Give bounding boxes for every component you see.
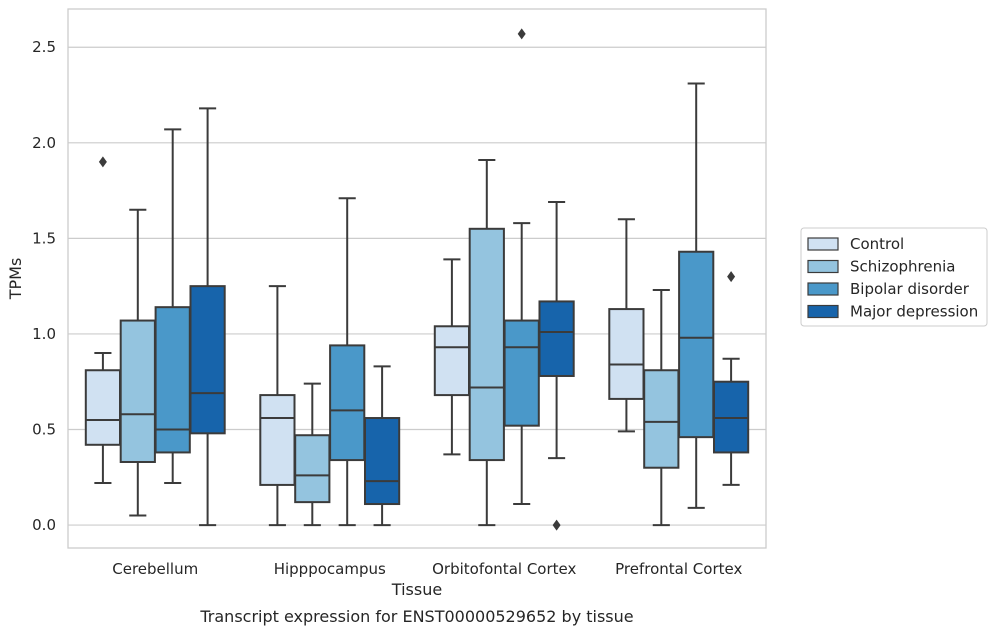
box-iqr <box>468 227 505 462</box>
legend-swatch <box>807 282 839 296</box>
box-major-depression-3 <box>712 271 750 486</box>
y-tick-label: 0.5 <box>32 420 56 438</box>
legend-swatch <box>807 237 839 251</box>
legend-swatch <box>807 259 839 274</box>
box-control-3 <box>608 218 645 433</box>
box-iqr <box>84 369 122 446</box>
y-tick-label: 1.5 <box>32 229 56 247</box>
box-major-depression-1 <box>363 365 401 527</box>
box-schizophrenia-0 <box>119 208 156 517</box>
box-iqr <box>503 319 540 427</box>
box-bipolar-disorder-1 <box>329 197 366 527</box>
box-iqr <box>608 308 645 400</box>
box-iqr <box>259 394 296 486</box>
legend-label: Schizophrenia <box>850 258 955 276</box>
box-iqr <box>433 325 471 397</box>
legend-label: Major depression <box>850 303 978 321</box>
x-tick-label: Hipppocampus <box>274 560 386 578</box>
y-axis-ticks: 0.0 0.5 1.0 1.5 2.0 2.5 <box>32 38 56 534</box>
legend-label: Bipolar disorder <box>850 280 970 298</box>
box-iqr <box>363 417 401 506</box>
outlier-point <box>98 156 107 168</box>
box-major-depression-2 <box>538 201 575 531</box>
x-tick-label: Prefrontal Cortex <box>615 560 742 578</box>
box-iqr <box>119 319 156 463</box>
box-iqr <box>329 344 366 462</box>
x-tick-label: Orbitofontal Cortex <box>432 560 576 578</box>
legend-frame <box>800 227 988 327</box>
x-axis-ticks: Cerebellum Hipppocampus Orbitofontal Corte… <box>112 560 742 578</box>
box-schizophrenia-1 <box>294 382 331 527</box>
box-iqr <box>538 300 575 377</box>
box-bipolar-disorder-0 <box>154 128 191 485</box>
legend-swatch <box>807 304 839 319</box>
box-iqr <box>189 285 226 435</box>
box-iqr <box>294 434 331 504</box>
legend-label: Control <box>850 235 904 253</box>
box-iqr <box>643 369 680 469</box>
y-tick-label: 2.5 <box>32 38 56 56</box>
box-iqr <box>154 306 191 454</box>
plot-area-frame <box>67 8 767 549</box>
box-control-2 <box>433 258 471 456</box>
box-groups <box>84 28 750 531</box>
box-iqr <box>678 250 715 439</box>
legend: Control Schizophrenia Bipolar disorder Majo… <box>800 227 988 327</box>
y-axis-title: TPMs <box>6 258 25 301</box>
box-bipolar-disorder-2 <box>503 28 540 506</box>
y-tick-label: 1.0 <box>32 325 56 343</box>
y-tick-label: 2.0 <box>32 134 56 152</box>
outlier-point <box>727 271 736 283</box>
x-axis-title: Tissue <box>391 580 442 599</box>
box-control-0 <box>84 156 122 485</box>
box-schizophrenia-2 <box>468 158 505 527</box>
box-major-depression-0 <box>189 107 226 527</box>
box-control-1 <box>259 285 296 527</box>
box-schizophrenia-3 <box>643 288 680 527</box>
figure-caption: Transcript expression for ENST0000052965… <box>199 607 633 626</box>
outlier-point <box>517 28 526 40</box>
y-tick-label: 0.0 <box>32 516 56 534</box>
outlier-point <box>552 519 561 531</box>
x-tick-label: Cerebellum <box>112 560 198 578</box>
box-bipolar-disorder-3 <box>678 82 715 509</box>
